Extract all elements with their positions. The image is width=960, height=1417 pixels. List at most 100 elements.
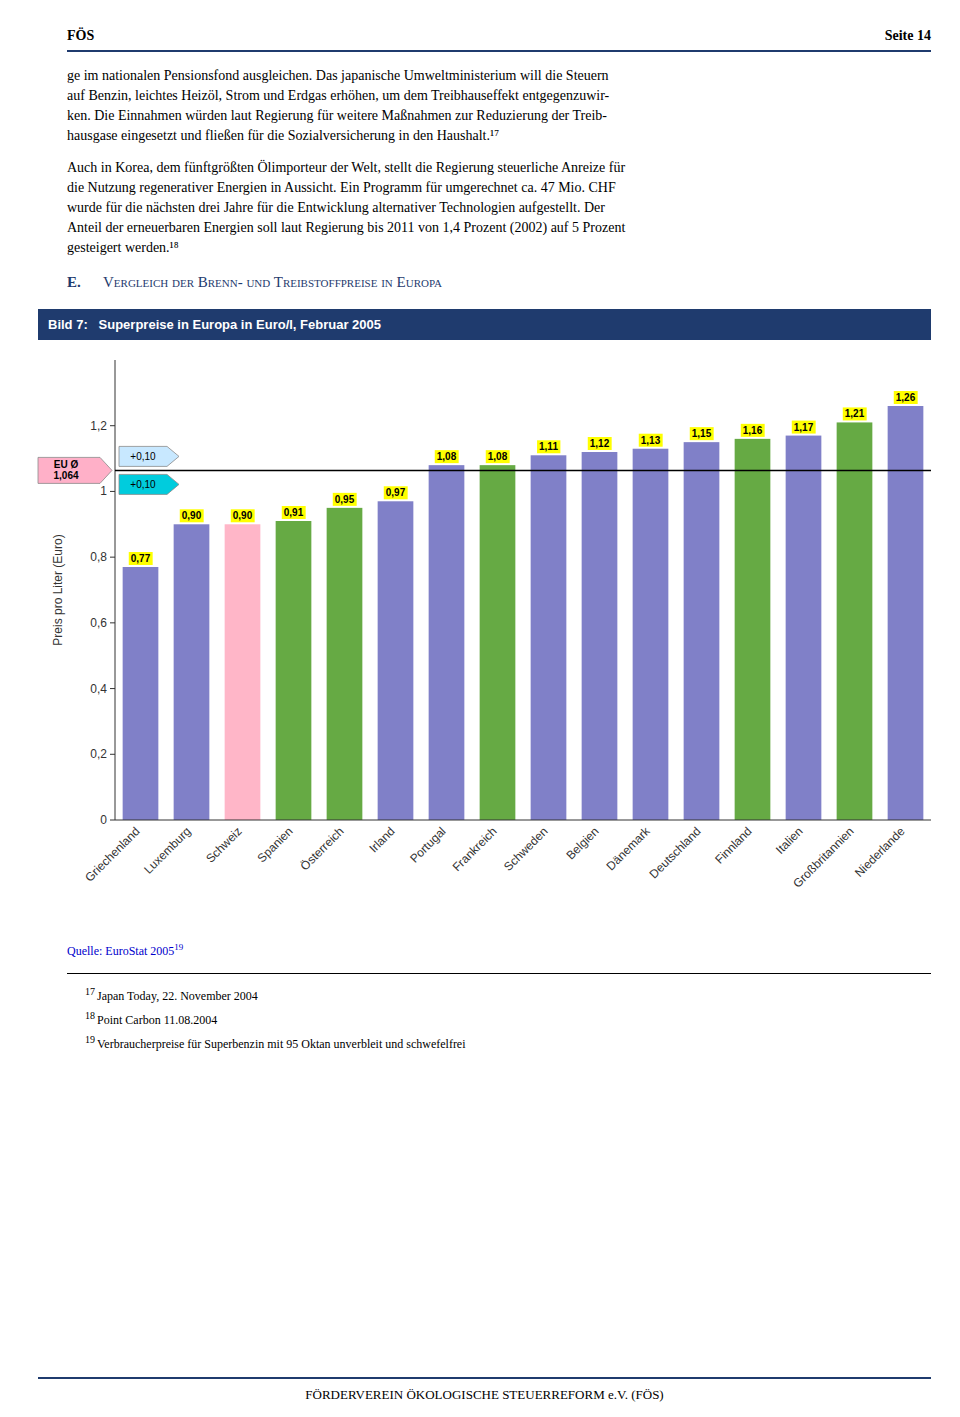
data-label-bg [792, 421, 816, 434]
data-label: 0,90 [182, 510, 202, 521]
bar [480, 465, 516, 820]
bar [225, 524, 261, 820]
x-tick-label: Schweden [501, 824, 551, 874]
y-tick [110, 688, 115, 689]
data-label-group: 1,08 [435, 450, 459, 463]
footnotes: 17Japan Today, 22. November 200418Point … [67, 982, 931, 1054]
body-line: wurde für die nächsten drei Jahre für di… [67, 198, 931, 218]
section-number: E. [67, 274, 103, 291]
data-label: 1,11 [539, 441, 558, 452]
chart-title: Bild 7: Superpreise in Europa in Euro/l,… [48, 317, 381, 332]
footnote-text: Verbraucherpreise für Superbenzin mit 95… [97, 1037, 466, 1051]
data-label-bg [129, 552, 153, 565]
body-text: ge im nationalen Pensionsfond ausgleiche… [67, 66, 931, 258]
data-label-bg [639, 434, 663, 447]
bar [837, 422, 873, 820]
data-label-group: 1,17 [792, 421, 816, 434]
y-tick-label: 0,8 [90, 550, 107, 564]
y-tick [110, 754, 115, 755]
y-tick [110, 820, 115, 821]
data-label-bg [384, 486, 408, 499]
data-label: 1,26 [896, 392, 916, 403]
x-tick-label: Dänemark [604, 824, 654, 874]
x-tick-label: Frankreich [450, 824, 500, 874]
eu-label: EU Ø1,064 [53, 459, 78, 481]
x-tick-label: Spanien [255, 824, 296, 865]
increase-arrow [119, 474, 179, 494]
source: Quelle: EuroStat 200519 [67, 942, 931, 959]
data-label: 1,13 [641, 435, 661, 446]
body-line: auf Benzin, leichtes Heizöl, Strom und E… [67, 86, 931, 106]
data-label-group: 1,26 [894, 391, 918, 404]
y-axis [115, 360, 116, 820]
x-tick-label: Niederlande [852, 824, 908, 880]
data-label-group: 1,12 [588, 437, 612, 450]
y-tick-label: 0,6 [90, 616, 107, 630]
y-tick-label: 0,2 [90, 747, 107, 761]
header-right: Seite 14 [885, 28, 931, 44]
data-label-group: 0,77 [129, 552, 153, 565]
body-line: Auch in Korea, dem fünftgrößten Ölimport… [67, 158, 931, 178]
x-tick-label: Griechenland [82, 824, 142, 884]
bar [378, 501, 414, 820]
y-tick [110, 425, 115, 426]
y-tick-label: 1 [100, 484, 107, 498]
paragraph: ge im nationalen Pensionsfond ausgleiche… [67, 66, 931, 146]
bar [174, 524, 210, 820]
data-label-group: 1,16 [741, 424, 765, 437]
footer-text: FÖRDERVEREIN ÖKOLOGISCHE STEUERREFORM e.… [305, 1387, 663, 1402]
data-label-bg [894, 391, 918, 404]
section-title: Vergleich der Brenn- und Treibstoffpreis… [103, 274, 442, 290]
data-label: 0,77 [131, 553, 151, 564]
x-tick-label: Schweiz [203, 824, 244, 865]
data-label: 0,95 [335, 494, 355, 505]
chart-title-bar: Bild 7: Superpreise in Europa in Euro/l,… [38, 309, 931, 340]
bar [888, 406, 924, 820]
body-line: gesteigert werden.¹⁸ [67, 238, 931, 258]
bar [633, 449, 669, 820]
bar [735, 439, 771, 820]
bar [684, 442, 720, 820]
data-label: 1,17 [794, 422, 814, 433]
y-tick [110, 557, 115, 558]
data-label-group: 1,21 [843, 407, 867, 420]
data-label-bg [741, 424, 765, 437]
paragraph: Auch in Korea, dem fünftgrößten Ölimport… [67, 158, 931, 258]
x-tick-label: Portugal [407, 824, 449, 866]
data-label-group: 0,90 [180, 509, 204, 522]
data-label: 0,91 [284, 507, 304, 518]
data-label: 0,97 [386, 487, 406, 498]
section-heading: E.Vergleich der Brenn- und Treibstoffpre… [67, 274, 931, 291]
x-tick-label: Italien [773, 824, 806, 857]
bar [429, 465, 465, 820]
data-label: 1,16 [743, 425, 763, 436]
y-tick [110, 491, 115, 492]
data-label-bg [435, 450, 459, 463]
y-tick-label: 0,4 [90, 682, 107, 696]
x-tick-label: Großbritannien [790, 824, 857, 891]
bars [123, 406, 924, 820]
data-label-group: 1,11 [537, 440, 560, 453]
source-text: Quelle: EuroStat 2005 [67, 944, 174, 958]
data-label: 0,90 [233, 510, 253, 521]
bar [531, 455, 567, 820]
data-label-group: 0,95 [333, 493, 357, 506]
data-label-group: 1,08 [486, 450, 510, 463]
footnote-number: 17 [67, 982, 97, 1002]
x-tick-label: Belgien [563, 824, 601, 862]
data-label-group: 0,91 [282, 506, 306, 519]
increase-label: +0,10 [130, 451, 156, 462]
body-line: hausgase eingesetzt und fließen für die … [67, 126, 931, 146]
data-label-bg [180, 509, 204, 522]
body-line: ge im nationalen Pensionsfond ausgleiche… [67, 66, 931, 86]
data-label-bg [843, 407, 867, 420]
data-label: 1,12 [590, 438, 610, 449]
chart: 00,20,40,60,811,2GriechenlandLuxemburgSc… [0, 340, 960, 940]
y-axis-label: Preis pro Liter (Euro) [51, 534, 65, 645]
x-axis [115, 820, 931, 821]
data-label-bg [231, 509, 255, 522]
footnote: 19Verbraucherpreise für Superbenzin mit … [67, 1030, 931, 1054]
data-label-bg [282, 506, 306, 519]
body-line: ken. Die Einnahmen würden laut Regierung… [67, 106, 931, 126]
y-tick-label: 0 [100, 813, 107, 827]
